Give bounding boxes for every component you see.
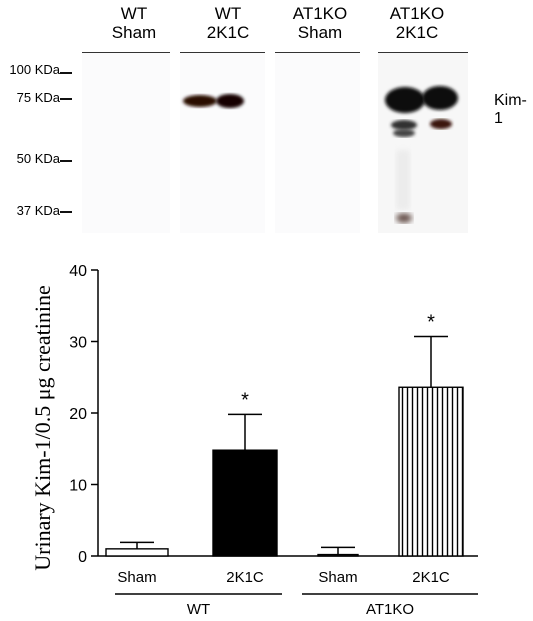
y-tick-label: 0 bbox=[78, 549, 87, 566]
y-tick-label: 20 bbox=[69, 406, 87, 423]
protein-label-kim1: Kim-1 bbox=[494, 92, 527, 127]
marker-tick bbox=[60, 98, 72, 100]
bar bbox=[212, 449, 278, 557]
marker-label-100: 100 KDa bbox=[9, 62, 60, 77]
bar bbox=[317, 553, 359, 557]
blot-lane-panel bbox=[82, 53, 170, 233]
lane-label-wt-sham: WT Sham bbox=[111, 4, 157, 42]
lane-rule bbox=[180, 52, 265, 53]
blot-lane-panel bbox=[275, 53, 360, 233]
lane-label-wt-2k1c: WT 2K1C bbox=[206, 4, 250, 42]
significance-marker: * bbox=[427, 311, 435, 333]
significance-marker: * bbox=[241, 389, 249, 411]
group-label: AT1KO bbox=[366, 601, 414, 618]
blot-band bbox=[385, 87, 425, 113]
x-tick-label: Sham bbox=[117, 569, 156, 586]
blot-lane-panel bbox=[180, 53, 265, 233]
blot-band bbox=[422, 86, 458, 110]
blot-smear bbox=[396, 150, 410, 210]
blot-lane-panel bbox=[378, 53, 468, 233]
marker-label-50: 50 KDa bbox=[16, 151, 60, 166]
error-bars: ** bbox=[120, 311, 448, 555]
group-labels: WT AT1KO bbox=[115, 593, 478, 618]
lane-rule bbox=[82, 52, 170, 53]
y-axis-label: Urinary Kim-1/0.5 μg creatinine bbox=[30, 285, 55, 570]
y-tick-label: 40 bbox=[69, 263, 87, 280]
x-tick-label: 2K1C bbox=[412, 569, 450, 586]
bars bbox=[105, 386, 464, 557]
marker-label-75: 75 KDa bbox=[16, 90, 60, 105]
lane-rule bbox=[275, 52, 360, 53]
group-label: WT bbox=[187, 601, 210, 618]
y-tick-label: 30 bbox=[69, 335, 87, 352]
blot-band bbox=[391, 120, 417, 130]
marker-tick bbox=[60, 211, 72, 213]
blot-band bbox=[393, 129, 415, 137]
marker-label-37: 37 KDa bbox=[16, 203, 60, 218]
lane-label-at1ko-2k1c: AT1KO 2K1C bbox=[389, 4, 445, 42]
blot-band bbox=[430, 119, 452, 129]
x-tick-label: 2K1C bbox=[226, 569, 264, 586]
marker-tick bbox=[60, 72, 72, 74]
x-tick-label: Sham bbox=[318, 569, 357, 586]
blot-band bbox=[396, 213, 412, 223]
blot-bands bbox=[183, 86, 458, 223]
y-tick-label: 10 bbox=[69, 478, 87, 495]
blot-band bbox=[216, 94, 244, 108]
bar bbox=[105, 548, 169, 557]
marker-tick bbox=[60, 160, 72, 162]
blot-band bbox=[183, 95, 217, 107]
y-ticks: 0 10 20 30 40 bbox=[69, 263, 98, 566]
lane-label-at1ko-sham: AT1KO Sham bbox=[292, 4, 348, 42]
bar bbox=[398, 386, 464, 557]
lane-rule bbox=[378, 52, 468, 53]
x-tick-labels: Sham 2K1C Sham 2K1C bbox=[117, 569, 450, 586]
